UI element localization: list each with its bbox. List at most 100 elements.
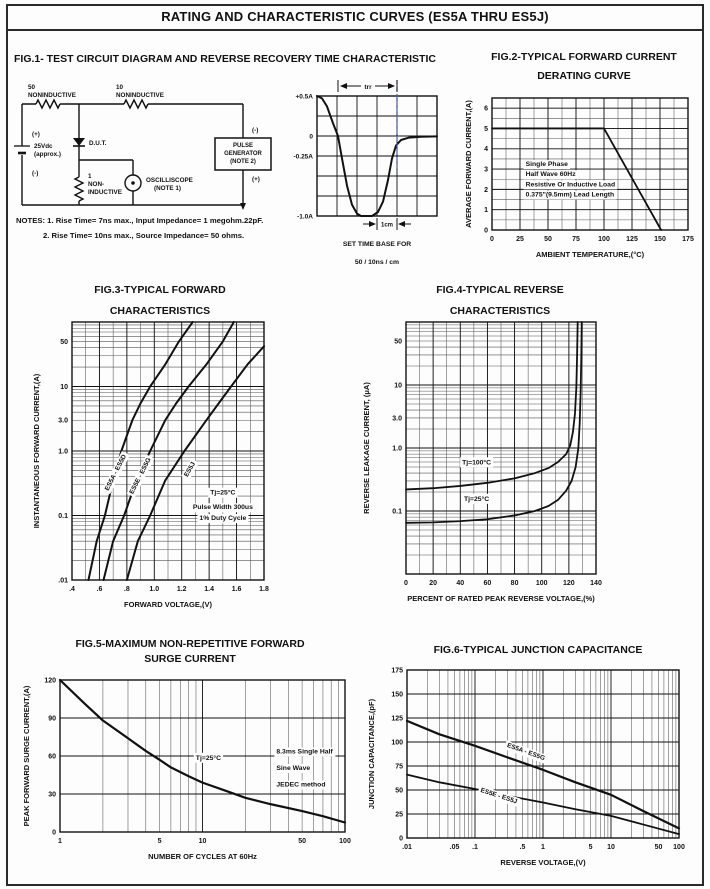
timebase-caption-2: 50 / 10ns / cm [355,259,399,266]
fig4-reverse-characteristics-chart: 0 20 40 60 80 100 120 140 50 10 3.0 1.0 0.1 PERCENT O… [362,321,602,603]
fig5-title-line1: FIG.5-MAXIMUM NON-REPETITIVE FORWARD [75,638,305,650]
svg-text:1: 1 [484,207,488,214]
svg-text:4: 4 [484,146,488,153]
svg-text:50: 50 [298,838,306,845]
fig5-surge-current-chart: 1 5 10 50 100 0 30 60 90 120 NUMBER OF CYCLES AT 6… [22,677,351,861]
svg-text:25: 25 [516,236,524,243]
svg-text:JUNCTION CAPACITANCE,(pF): JUNCTION CAPACITANCE,(pF) [367,698,376,809]
svg-text:100: 100 [536,580,548,587]
svg-text:FORWARD VOLTAGE,(V): FORWARD VOLTAGE,(V) [124,600,212,609]
dut-diode-symbol [73,138,85,147]
svg-text:0: 0 [484,227,488,234]
svg-text:1.2: 1.2 [177,586,187,593]
fig2-title-line2: DERATING CURVE [537,70,631,82]
fig2-title: FIG.2-TYPICAL FORWARD CURRENT DERATING C… [466,48,702,86]
svg-text:1.4: 1.4 [204,586,214,593]
svg-text:100: 100 [339,838,351,845]
oscilloscope-label-2: (NOTE 1) [154,185,181,192]
svg-text:120: 120 [563,580,575,587]
svg-text:3.0: 3.0 [58,418,68,425]
svg-text:ES5A - ES5D: ES5A - ES5D [104,453,128,492]
svg-text:50: 50 [394,338,402,345]
source-plus-label: (+) [32,131,40,138]
svg-text:125: 125 [391,715,403,722]
fig3-title-line2: CHARACTERISTICS [109,305,211,317]
test-circuit-diagram: 50 NONINDUCTIVE 10 NONINDUCTIVE (+) 25Vd… [14,84,272,210]
current-arrow [240,203,246,210]
source-minus-label: (-) [32,170,38,177]
svg-text:Tj=25°C: Tj=25°C [464,495,489,503]
r2-type-label: NONINDUCTIVE [116,92,164,99]
svg-text:JEDEC method: JEDEC method [276,781,325,788]
svg-text:Single Phase: Single Phase [526,161,569,168]
svg-text:Tj=100°C: Tj=100°C [462,458,491,466]
svg-text:1.6: 1.6 [232,586,242,593]
page-title: RATING AND CHARACTERISTIC CURVES (ES5A T… [8,4,702,31]
svg-text:1.0: 1.0 [149,586,159,593]
fig1-title: FIG.1- TEST CIRCUIT DIAGRAM AND REVERSE … [14,53,436,65]
svg-text:1: 1 [58,838,62,845]
svg-text:50: 50 [60,339,68,346]
svg-text:80: 80 [511,580,519,587]
svg-text:PEAK FORWARD SURGE CURRENT,(A): PEAK FORWARD SURGE CURRENT,(A) [22,685,31,826]
svg-text:Half Wave 60Hz: Half Wave 60Hz [526,171,577,178]
svg-text:150: 150 [654,236,666,243]
svg-text:Resistive Or Inductive Load: Resistive Or Inductive Load [526,181,616,188]
pg-plus-label: (+) [252,176,260,183]
fig4-title-line2: CHARACTERISTICS [449,305,551,317]
svg-text:50: 50 [655,844,663,851]
trr-label: trr [364,84,372,91]
reverse-recovery-waveform-chart: +0.5A 0 -0.25A -1.0A trr 1cm SET TIME BASE … [293,80,438,266]
svg-text:.5: .5 [520,844,526,851]
svg-text:.1: .1 [472,844,478,851]
svg-text:1.0: 1.0 [392,445,402,452]
svg-text:0.1: 0.1 [392,508,402,515]
fig6-title-line1: FIG.6-TYPICAL JUNCTION CAPACITANCE [433,644,643,656]
oscilloscope-label-1: OSCILLISCOPE [146,177,193,184]
svg-text:-1.0A: -1.0A [297,213,313,220]
svg-text:-0.25A: -0.25A [293,153,313,160]
svg-text:0: 0 [52,829,56,836]
svg-text:PERCENT OF RATED PEAK REVERSE: PERCENT OF RATED PEAK REVERSE VOLTAGE,(%… [407,594,595,603]
svg-text:30: 30 [48,791,56,798]
svg-text:100: 100 [673,844,685,851]
dut-label: D.U.T. [89,140,107,147]
svg-text:1% Duty Cycle: 1% Duty Cycle [199,515,246,522]
svg-text:10: 10 [60,384,68,391]
svg-text:90: 90 [48,715,56,722]
svg-text:0: 0 [490,236,494,243]
svg-text:AVERAGE FORWARD CURRENT,(A): AVERAGE FORWARD CURRENT,(A) [464,100,473,228]
svg-text:0: 0 [309,133,313,140]
r2-value-label: 10 [116,84,124,91]
svg-text:Sine Wave: Sine Wave [276,765,310,772]
svg-text:25: 25 [395,811,403,818]
fig6-junction-capacitance-chart: .01 .05 .1 .5 1 5 10 50 100 0 25 50 75 100 125 150 175 RE… [367,667,685,867]
svg-text:60: 60 [484,580,492,587]
svg-text:NUMBER OF CYCLES AT 60Hz: NUMBER OF CYCLES AT 60Hz [148,852,257,861]
one-cm-arrow-left [369,221,376,227]
fig4-title-line1: FIG.4-TYPICAL REVERSE [436,284,564,296]
svg-text:REVERSE VOLTAGE,(V): REVERSE VOLTAGE,(V) [500,858,586,867]
svg-text:40: 40 [456,580,464,587]
svg-text:10: 10 [607,844,615,851]
fig5-title: FIG.5-MAXIMUM NON-REPETITIVE FORWARD SUR… [35,637,345,667]
svg-text:125: 125 [626,236,638,243]
battery-symbol [14,145,30,155]
svg-text:5: 5 [158,838,162,845]
svg-text:Pulse Width 300us: Pulse Width 300us [193,504,253,511]
pulse-generator-label-1: PULSE [233,143,253,149]
svg-text:3.0: 3.0 [392,415,402,422]
note-2: 2. Rise Time= 10ns max., Source Impedanc… [43,231,245,240]
r1-type-label: NONINDUCTIVE [28,92,76,99]
fig4-title: FIG.4-TYPICAL REVERSE CHARACTERISTICS [385,281,615,321]
oscilloscope-symbol [124,174,142,192]
fig6-title: FIG.6-TYPICAL JUNCTION CAPACITANCE [378,641,698,660]
svg-text:AMBIENT TEMPERATURE,(°C): AMBIENT TEMPERATURE,(°C) [536,250,645,259]
svg-text:120: 120 [44,677,56,684]
svg-text:175: 175 [682,236,694,243]
svg-text:20: 20 [429,580,437,587]
source-approx-label: (approx.) [34,151,61,158]
timebase-caption-1: SET TIME BASE FOR [343,241,411,248]
svg-text:5: 5 [589,844,593,851]
note-1: NOTES: 1. Rise Time= 7ns max., Input Imp… [16,216,264,225]
